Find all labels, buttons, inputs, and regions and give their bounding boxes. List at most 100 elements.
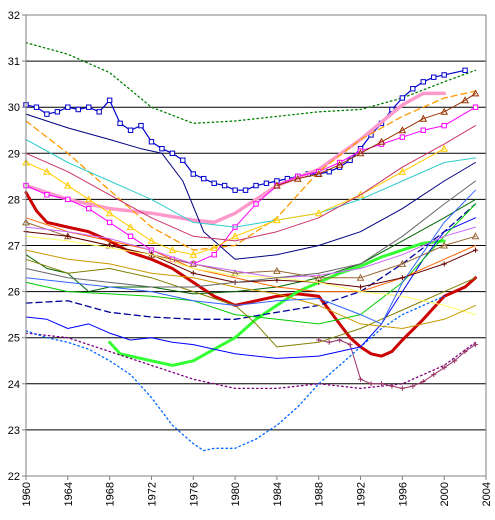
data-point <box>452 358 458 364</box>
data-point <box>377 137 386 145</box>
data-point <box>126 223 135 231</box>
series-line <box>25 235 476 316</box>
y-tick-label: 24 <box>8 379 20 391</box>
series-9 <box>22 144 449 258</box>
data-point <box>54 109 61 115</box>
data-point <box>231 232 239 240</box>
data-point <box>210 243 219 251</box>
data-point <box>127 127 134 133</box>
data-point <box>107 243 113 248</box>
data-point <box>472 104 479 110</box>
x-tick-label: 1996 <box>397 482 409 506</box>
data-point <box>314 169 323 177</box>
series-line <box>25 249 476 329</box>
data-point <box>441 365 447 371</box>
data-point <box>399 134 406 140</box>
data-point <box>420 79 426 85</box>
data-point <box>65 233 71 239</box>
series-8 <box>25 139 476 228</box>
series-line <box>24 91 446 225</box>
data-point <box>138 122 144 129</box>
series-6 <box>273 89 480 189</box>
data-point <box>190 270 196 276</box>
data-point <box>169 150 176 157</box>
data-point <box>253 182 259 189</box>
series-line <box>25 258 476 348</box>
data-point <box>189 250 198 258</box>
data-point <box>347 342 353 348</box>
data-point <box>242 187 249 193</box>
data-point <box>147 236 156 244</box>
y-tick-label: 31 <box>8 56 20 68</box>
data-point <box>356 190 365 198</box>
series-line <box>25 189 476 325</box>
data-point <box>148 139 155 145</box>
data-point <box>471 89 480 97</box>
data-point <box>232 187 238 193</box>
x-tick-label: 1984 <box>272 482 284 506</box>
data-point <box>117 120 123 127</box>
x-tick-label: 1968 <box>105 482 117 506</box>
data-point <box>471 232 480 240</box>
x-tick-label: 1964 <box>63 482 75 506</box>
data-point <box>410 86 416 92</box>
data-point <box>168 246 177 254</box>
series-line <box>25 42 477 124</box>
data-point <box>462 67 468 74</box>
series-11 <box>24 191 477 358</box>
y-tick-label: 23 <box>8 425 20 437</box>
series-26 <box>25 249 476 329</box>
series-line <box>25 295 445 452</box>
data-point <box>440 144 449 152</box>
series-line <box>25 90 477 251</box>
series-line <box>25 332 477 390</box>
data-point <box>293 174 302 182</box>
y-tick-label: 32 <box>8 10 20 22</box>
data-point <box>211 180 217 186</box>
data-point <box>473 342 479 348</box>
series-line <box>25 139 476 228</box>
series-5 <box>25 90 477 251</box>
data-point <box>86 205 92 212</box>
data-point <box>105 209 114 217</box>
series-27 <box>25 180 476 288</box>
data-point <box>358 284 364 290</box>
data-point <box>180 157 186 163</box>
series-3 <box>24 91 446 225</box>
y-tick-label: 28 <box>8 194 20 206</box>
series-17 <box>25 203 477 320</box>
data-point <box>273 266 281 274</box>
data-point <box>461 96 469 104</box>
x-tick-label: 1976 <box>188 482 200 506</box>
series-line <box>25 231 476 288</box>
data-point <box>419 114 428 122</box>
data-point <box>337 337 343 343</box>
y-tick-label: 30 <box>8 102 20 114</box>
data-point <box>44 192 50 198</box>
data-point <box>462 349 468 355</box>
data-point <box>221 182 228 189</box>
data-point <box>106 97 113 103</box>
data-point <box>159 145 165 152</box>
data-point <box>263 180 270 186</box>
x-tick-label: 1988 <box>314 482 326 506</box>
data-point <box>43 167 51 175</box>
x-tick-label: 1992 <box>356 482 368 506</box>
series-line <box>25 180 476 288</box>
data-point <box>399 385 405 391</box>
data-point <box>273 216 281 224</box>
data-point <box>420 127 426 133</box>
data-point <box>96 109 102 115</box>
data-point <box>398 167 407 175</box>
data-point <box>316 337 322 343</box>
series-line <box>25 203 477 320</box>
data-point <box>473 247 479 253</box>
x-axis: 1960 1964 1968 1972 1976 1980 1984 1988 1992 1996… <box>21 476 493 506</box>
data-point <box>63 181 72 189</box>
data-point <box>326 339 332 345</box>
x-tick-label: 2004 <box>481 482 493 506</box>
data-point <box>441 261 447 267</box>
series-line <box>108 239 446 367</box>
series-line <box>276 92 476 187</box>
